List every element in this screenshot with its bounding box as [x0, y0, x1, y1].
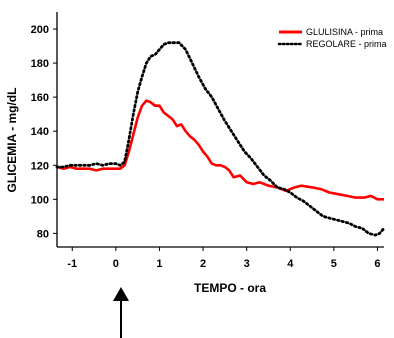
y-tick-label: 100 — [31, 194, 49, 206]
y-tick-label: 180 — [31, 58, 49, 70]
ticks-layer: -1 0 1 2 3 4 5 6 80 100 120 140 160 180 200 — [31, 24, 381, 270]
x-tick-label: -1 — [67, 258, 77, 270]
legend-label-regolare: REGOLARE - prima — [306, 39, 387, 49]
x-axis-title: TEMPO - ora — [194, 281, 266, 295]
arrow-head — [113, 287, 129, 301]
x-tick-label: 3 — [244, 258, 250, 270]
x-tick-label: 0 — [113, 258, 119, 270]
y-tick-label: 140 — [31, 126, 49, 138]
up-arrow-annotation — [113, 287, 129, 338]
series-layer — [55, 41, 386, 237]
x-tick-label: 2 — [200, 258, 206, 270]
y-tick-label: 200 — [31, 24, 49, 36]
y-tick-label: 160 — [31, 92, 49, 104]
series-line-regolare — [55, 41, 386, 237]
y-tick-label: 120 — [31, 160, 49, 172]
x-tick-label: 6 — [374, 258, 380, 270]
x-tick-label: 4 — [287, 258, 294, 270]
y-axis-title: GLICEMIA - mg/dL — [5, 88, 19, 193]
axes-layer — [56, 12, 384, 248]
x-tick-label: 1 — [156, 258, 162, 270]
series-line-glulisina — [56, 99, 384, 201]
y-tick-label: 80 — [37, 228, 49, 240]
x-tick-label: 5 — [331, 258, 337, 270]
legend: GLULISINA - prima REGOLARE - prima — [277, 27, 387, 49]
legend-label-glulisina: GLULISINA - prima — [306, 27, 383, 37]
